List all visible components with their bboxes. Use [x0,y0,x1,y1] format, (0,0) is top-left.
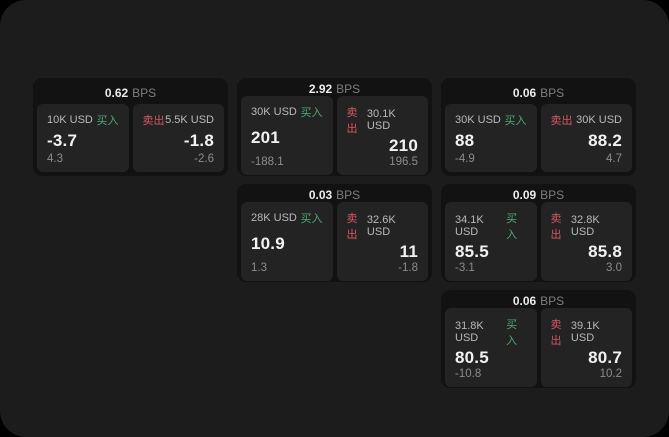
sell-price: 80.7 [588,348,622,367]
sell-size-label: 39.1K USD [570,320,600,344]
sell-size-label: 32.6K USD [366,214,396,238]
buy-delta: -4.9 [455,153,475,165]
sell-side-label: 卖出 [550,115,573,127]
sell-size-label: 32.8K USD [570,214,600,238]
sell-side-label: 卖出 [142,115,165,127]
sell-delta: 10.2 [599,368,622,380]
sell-quote-button[interactable]: 卖出 5.5K USD -1.8 -2.6 [132,104,224,172]
buy-delta: 4.3 [47,153,63,165]
quote-card: 0.09 BPS 34.1K USD 买入 85.5 -3.1 卖出 32.8K… [441,184,636,282]
quote-card: 0.06 BPS 30K USD 买入 88 -4.9 卖出 30K USD [441,78,636,176]
sell-delta: -2.6 [194,153,214,165]
buy-size-label: 31.8K USD [455,320,484,344]
quote-card: 0.06 BPS 31.8K USD 买入 80.5 -10.8 卖出 39.1… [441,290,636,388]
buy-delta: -188.1 [251,156,284,168]
buy-price: 88 [455,130,475,150]
buy-side-label: 买入 [504,115,527,127]
buy-size-label: 28K USD [251,212,297,224]
buy-price: 85.5 [455,242,489,261]
buy-size-label: 30K USD [251,106,297,118]
sell-price: 88.2 [588,130,622,150]
sell-side-label: 卖出 [346,107,358,135]
bps-unit-label: BPS [540,188,565,202]
sell-delta: 4.7 [606,153,622,165]
buy-quote-button[interactable]: 10K USD 买入 -3.7 4.3 [37,104,129,172]
sell-price: -1.8 [183,130,214,150]
sell-side-label: 卖出 [550,319,562,347]
sell-price: 210 [389,136,418,155]
quote-card: 0.62 BPS 10K USD 买入 -3.7 4.3 卖出 5.5K USD [33,78,228,176]
buy-delta: -3.1 [455,262,475,274]
sell-quote-button[interactable]: 卖出 32.8K USD 85.8 3.0 [540,202,632,281]
buy-size-label: 30K USD [455,114,501,126]
bps-value: 0.06 [512,86,537,100]
buy-quote-button[interactable]: 28K USD 买入 10.9 1.3 [241,202,333,281]
buy-side-label: 买入 [96,115,119,127]
quote-card: 2.92 BPS 30K USD 买入 201 -188.1 卖出 30.1K … [237,78,432,176]
buy-size-label: 10K USD [47,114,93,126]
buy-price: 10.9 [251,234,285,253]
sell-delta: 196.5 [389,156,418,168]
bps-unit-label: BPS [540,86,565,100]
sell-quote-button[interactable]: 卖出 30K USD 88.2 4.7 [540,104,632,172]
quote-card-grid: 0.62 BPS 10K USD 买入 -3.7 4.3 卖出 5.5K USD [33,78,636,388]
sell-price: 11 [399,242,418,261]
bps-header: 0.62 BPS [37,82,224,104]
sell-quote-button[interactable]: 卖出 32.6K USD 11 -1.8 [336,202,428,281]
sell-side-label: 卖出 [346,213,358,241]
bps-value: 0.09 [512,188,537,202]
sell-delta: 3.0 [606,262,622,274]
buy-quote-button[interactable]: 30K USD 买入 88 -4.9 [445,104,537,172]
sell-delta: -1.8 [398,262,418,274]
buy-quote-button[interactable]: 30K USD 买入 201 -188.1 [241,96,333,175]
buy-side-label: 买入 [300,213,323,225]
bps-header: 2.92 BPS [241,82,428,96]
bps-header: 0.03 BPS [241,188,428,202]
bps-unit-label: BPS [336,188,361,202]
bps-header: 0.09 BPS [445,188,632,202]
bps-value: 0.06 [512,294,537,308]
bps-header: 0.06 BPS [445,82,632,104]
sell-price: 85.8 [588,242,622,261]
bps-header: 0.06 BPS [445,294,632,308]
bps-value: 0.03 [308,188,333,202]
buy-quote-button[interactable]: 34.1K USD 买入 85.5 -3.1 [445,202,537,281]
buy-size-label: 34.1K USD [455,214,484,238]
buy-delta: 1.3 [251,262,267,274]
buy-price: 201 [251,128,280,147]
buy-quote-button[interactable]: 31.8K USD 买入 80.5 -10.8 [445,308,537,387]
bps-value: 2.92 [308,82,333,96]
bps-unit-label: BPS [540,294,565,308]
buy-side-label: 买入 [300,107,323,119]
sell-quote-button[interactable]: 卖出 30.1K USD 210 196.5 [336,96,428,175]
buy-price: 80.5 [455,348,489,367]
bps-unit-label: BPS [336,82,361,96]
buy-side-label: 买入 [506,319,518,347]
buy-delta: -10.8 [455,368,482,380]
quote-card: 0.03 BPS 28K USD 买入 10.9 1.3 卖出 32.6K US… [237,184,432,282]
sell-size-label: 30.1K USD [366,108,396,132]
buy-price: -3.7 [47,130,78,150]
sell-side-label: 卖出 [550,213,562,241]
buy-side-label: 买入 [506,213,518,241]
sell-size-label: 30K USD [576,114,622,126]
bps-unit-label: BPS [132,86,157,100]
bps-value: 0.62 [104,86,129,100]
sell-size-label: 5.5K USD [165,114,214,126]
sell-quote-button[interactable]: 卖出 39.1K USD 80.7 10.2 [540,308,632,387]
